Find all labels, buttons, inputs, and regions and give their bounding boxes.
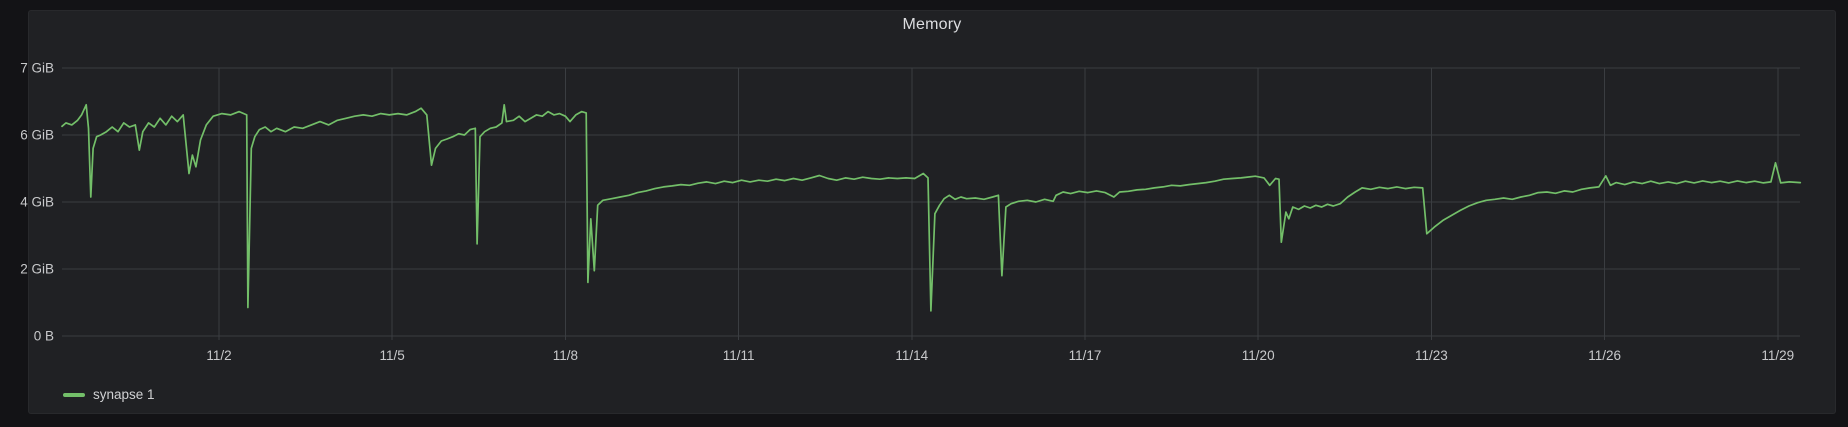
x-axis-tick-label: 11/11	[723, 348, 755, 363]
x-axis-tick-label: 11/20	[1242, 348, 1275, 363]
y-axis-tick-label: 2 GiB	[20, 262, 54, 277]
x-axis-tick-label: 11/26	[1588, 348, 1621, 363]
y-axis-tick-label: 6 GiB	[20, 128, 54, 143]
x-axis-tick-label: 11/5	[380, 348, 405, 363]
memory-panel	[28, 10, 1836, 414]
y-axis-tick-label: 4 GiB	[20, 195, 54, 210]
legend-series-label: synapse 1	[93, 387, 155, 402]
panel-title[interactable]: Memory	[902, 16, 962, 33]
x-axis-tick-label: 11/17	[1069, 348, 1102, 363]
x-axis-tick-label: 11/29	[1761, 348, 1794, 363]
x-axis-tick-label: 11/14	[895, 348, 928, 363]
series-color-dash-icon	[63, 393, 85, 397]
y-axis-tick-label: 7 GiB	[20, 61, 54, 76]
x-axis-tick-label: 11/8	[553, 348, 578, 363]
x-axis-tick-label: 11/23	[1415, 348, 1448, 363]
series-line-synapse-1	[61, 103, 1802, 312]
legend-item-synapse1[interactable]: synapse 1	[63, 387, 155, 403]
y-axis-tick-label: 0 B	[34, 329, 54, 344]
x-axis-tick-label: 11/2	[206, 348, 231, 363]
